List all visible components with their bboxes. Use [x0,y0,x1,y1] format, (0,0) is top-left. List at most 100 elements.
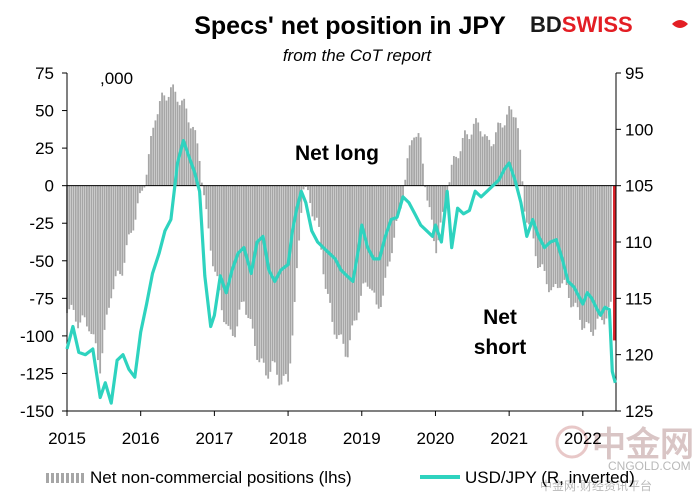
position-bar [156,114,159,186]
x-tick-label: 2015 [48,429,86,448]
position-bar [587,185,590,324]
position-bar [298,185,301,241]
latest-position-bar [613,185,617,341]
svg-text:BDSWISS: BDSWISS [530,12,633,37]
position-bar [519,149,522,186]
position-bar [105,185,108,315]
position-bar [561,185,564,284]
position-bar [260,185,263,359]
left-tick-label: -25 [29,214,54,233]
position-bar [338,185,340,336]
position-bar [497,122,499,186]
watermark-logo-icon [555,425,589,459]
position-bar [592,185,595,336]
position-bar [322,185,325,275]
watermark-chinese: 中金网 [592,425,694,464]
left-tick-label: -50 [29,252,54,271]
position-bar [373,185,376,293]
position-bar [536,185,539,268]
position-bar [172,84,175,186]
position-bar [83,185,86,318]
position-bar [289,185,292,364]
position-bar [393,185,396,238]
left-tick-label: -125 [20,364,54,383]
usdjpy-line [65,139,617,405]
watermark-tagline: 中金网·财经资讯平台 [540,478,652,493]
position-bar [269,185,272,372]
right-tick-label: 110 [625,233,652,252]
position-bar [216,185,219,277]
position-bar [342,185,345,344]
position-bar [165,100,168,186]
position-bar [154,120,157,186]
position-bar [435,185,438,254]
position-bar [576,185,579,308]
left-tick-label: 0 [45,177,54,196]
position-bar [205,185,208,210]
left-tick-label: 25 [35,139,54,158]
position-bar [114,185,117,277]
position-bar [287,185,289,382]
position-bar [225,185,228,325]
position-bar [517,128,519,186]
position-bar [455,156,457,186]
position-bar [548,185,550,293]
position-bar [461,137,464,186]
position-bar [227,185,230,326]
position-bar [380,185,382,308]
position-bar [212,185,214,267]
position-bar [375,185,378,305]
position-bar [479,131,482,186]
position-bar [313,185,316,221]
position-bar [408,145,411,186]
position-bar [510,109,513,186]
position-bar [556,185,559,289]
position-bar [585,185,588,322]
position-bar [242,185,245,302]
brand-right: SWISS [562,12,633,37]
position-bar [402,185,404,200]
watermark-url: CNGOLD.COM [608,459,691,473]
position-bar [68,185,71,310]
position-bar [300,185,303,213]
position-bar [488,139,491,186]
position-bar [506,114,508,186]
position-bar [196,143,199,186]
position-bar [550,185,553,291]
position-bar [590,185,592,333]
position-bar [466,134,469,186]
position-bar [574,185,577,303]
position-bar [254,185,256,346]
position-bar [594,185,597,330]
position-bar [99,185,102,374]
position-bar [377,185,380,309]
position-bar [267,185,270,379]
position-bar [134,185,137,220]
position-bar [128,185,130,235]
position-bar [528,185,530,225]
position-bar [397,185,400,214]
position-bar [541,185,544,265]
position-bar [229,185,232,330]
position-bar [147,154,150,186]
position-bar [108,185,110,308]
position-bar [203,185,205,196]
position-bar [525,185,528,223]
position-bar [419,137,422,186]
x-tick-label: 2017 [195,429,233,448]
left-tick-label: 75 [35,64,54,83]
x-tick-label: 2021 [490,429,528,448]
position-bar [371,185,373,291]
position-bar [318,185,320,227]
position-bar [141,185,144,191]
legend-bars-label: Net non-commercial positions (lhs) [90,468,352,487]
position-bar [309,185,312,204]
position-bar [349,185,351,341]
position-bar [410,140,413,186]
right-tick-label: 105 [625,177,653,196]
position-bar [512,117,515,186]
position-bar [198,160,201,186]
position-bar [567,185,570,298]
position-bar [123,185,126,263]
position-bar [475,118,477,186]
